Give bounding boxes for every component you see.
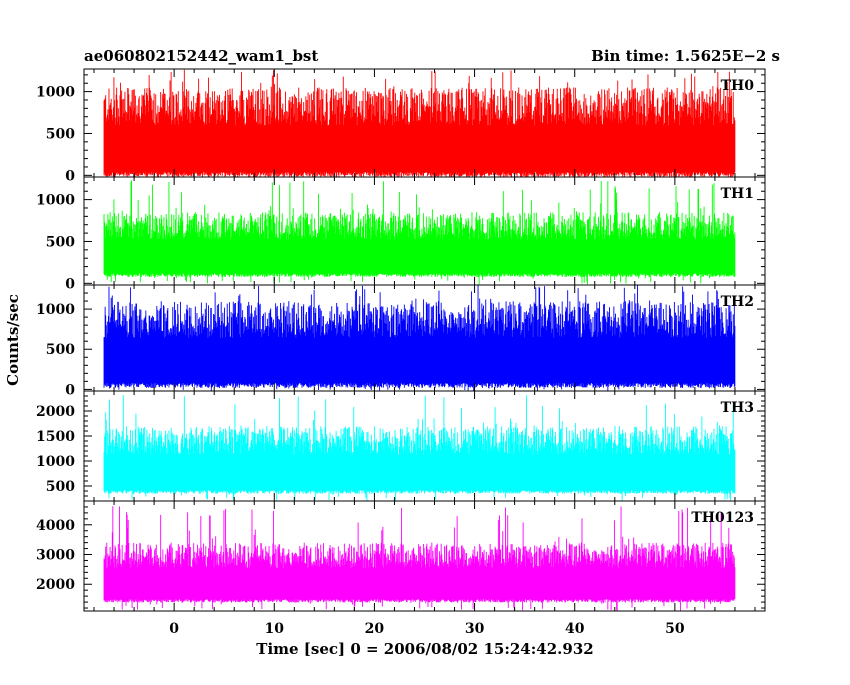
y-tick-label: 0 [65, 276, 75, 292]
panel-th1: 0 500 1000 TH1 [36, 176, 766, 292]
x-tick-label: 20 [365, 621, 385, 637]
panel-label-th1: TH1 [721, 186, 754, 202]
y-tick-label: 500 [46, 234, 75, 250]
y-tick-label: 2000 [36, 577, 75, 593]
y-tick-label: 0 [65, 382, 75, 398]
y-tick-label: 0 [65, 168, 75, 184]
panel-th0: 0 500 1000 TH0 [36, 68, 766, 184]
y-tick-label: 2000 [36, 404, 75, 420]
series-core-th2 [104, 337, 735, 383]
y-tick-label: 4000 [36, 518, 75, 534]
y-tick-label: 1000 [36, 193, 75, 209]
panel-th0123: 2000 3000 4000 TH0123 [36, 500, 766, 612]
series-core-th0123 [104, 568, 735, 600]
panel-th3: 500 1000 1500 2000 TH3 [36, 390, 766, 502]
x-axis-label: Time [sec] 0 = 2006/08/02 15:24:42.932 [256, 640, 593, 658]
bin-time-label: Bin time: 1.5625E−2 s [591, 47, 780, 65]
y-tick-label: 500 [46, 126, 75, 142]
series-core-th1 [104, 239, 735, 274]
panel-label-th0: TH0 [721, 78, 755, 94]
y-tick-label: 3000 [36, 548, 75, 564]
y-tick-label: 1000 [36, 302, 75, 318]
panel-label-th0123: TH0123 [691, 510, 754, 526]
panel-label-th2: TH2 [721, 294, 754, 310]
x-tick-label: 40 [565, 621, 585, 637]
panel-frame [83, 500, 766, 612]
y-tick-label: 1000 [36, 454, 75, 470]
series-core-th3 [104, 454, 735, 490]
series-core-th0 [104, 125, 735, 172]
panel-label-th3: TH3 [721, 400, 754, 416]
x-tick-label: 30 [465, 621, 485, 637]
y-tick-label: 1500 [36, 429, 75, 445]
chart-title: ae060802152442_wam1_bst [84, 47, 318, 65]
y-tick-label: 500 [46, 479, 75, 495]
y-tick-label: 500 [46, 342, 75, 358]
panel-th2: 0 500 1000 TH2 [36, 284, 766, 398]
y-axis-label: Counts/sec [4, 294, 22, 386]
x-tick-label: 10 [265, 621, 285, 637]
x-tick-label: 0 [169, 621, 179, 637]
x-tick-label: 50 [665, 621, 685, 637]
y-tick-label: 1000 [36, 85, 75, 101]
